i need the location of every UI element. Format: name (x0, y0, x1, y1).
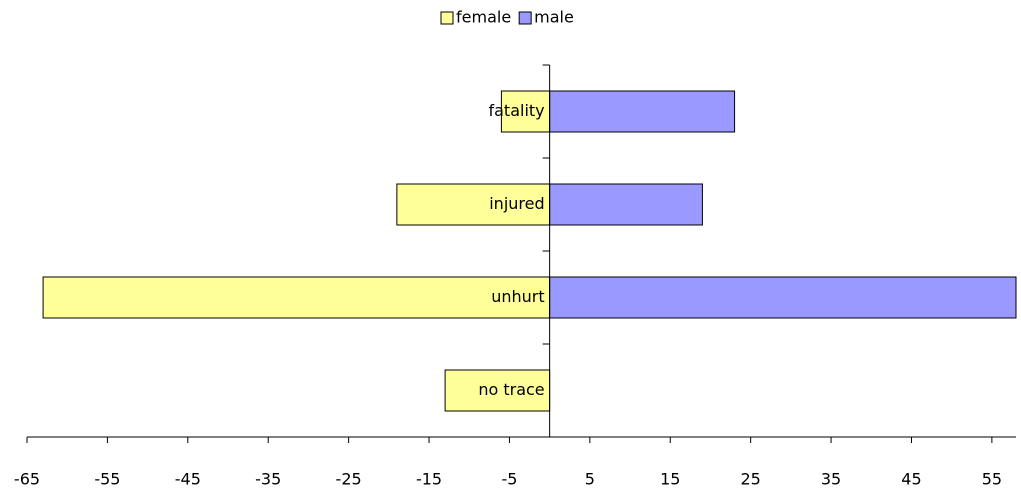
bar (549, 90, 736, 133)
category-label: no trace (478, 380, 544, 399)
legend-swatch (518, 11, 532, 25)
legend-label: female (456, 8, 511, 27)
bar (549, 183, 703, 226)
x-tick-label: -65 (14, 470, 40, 489)
x-tick-label: 5 (585, 470, 595, 489)
bar (42, 276, 551, 319)
legend-swatch (440, 11, 454, 25)
bar (549, 276, 1017, 319)
x-tick-label: 25 (740, 470, 760, 489)
x-tick-label: 55 (982, 470, 1002, 489)
x-tick-label: 15 (660, 470, 680, 489)
x-tick-label: -15 (416, 470, 442, 489)
x-tick-label: -35 (255, 470, 281, 489)
x-tick-label: -55 (94, 470, 120, 489)
x-tick-label: -5 (501, 470, 517, 489)
x-tick-label: 35 (821, 470, 841, 489)
x-tick-label: -25 (336, 470, 362, 489)
category-label: injured (489, 194, 544, 213)
legend-label: male (534, 8, 574, 27)
x-tick-label: 45 (901, 470, 921, 489)
bar (444, 369, 551, 412)
category-label: fatality (488, 101, 544, 120)
category-label: unhurt (491, 287, 544, 306)
x-tick-label: -45 (175, 470, 201, 489)
